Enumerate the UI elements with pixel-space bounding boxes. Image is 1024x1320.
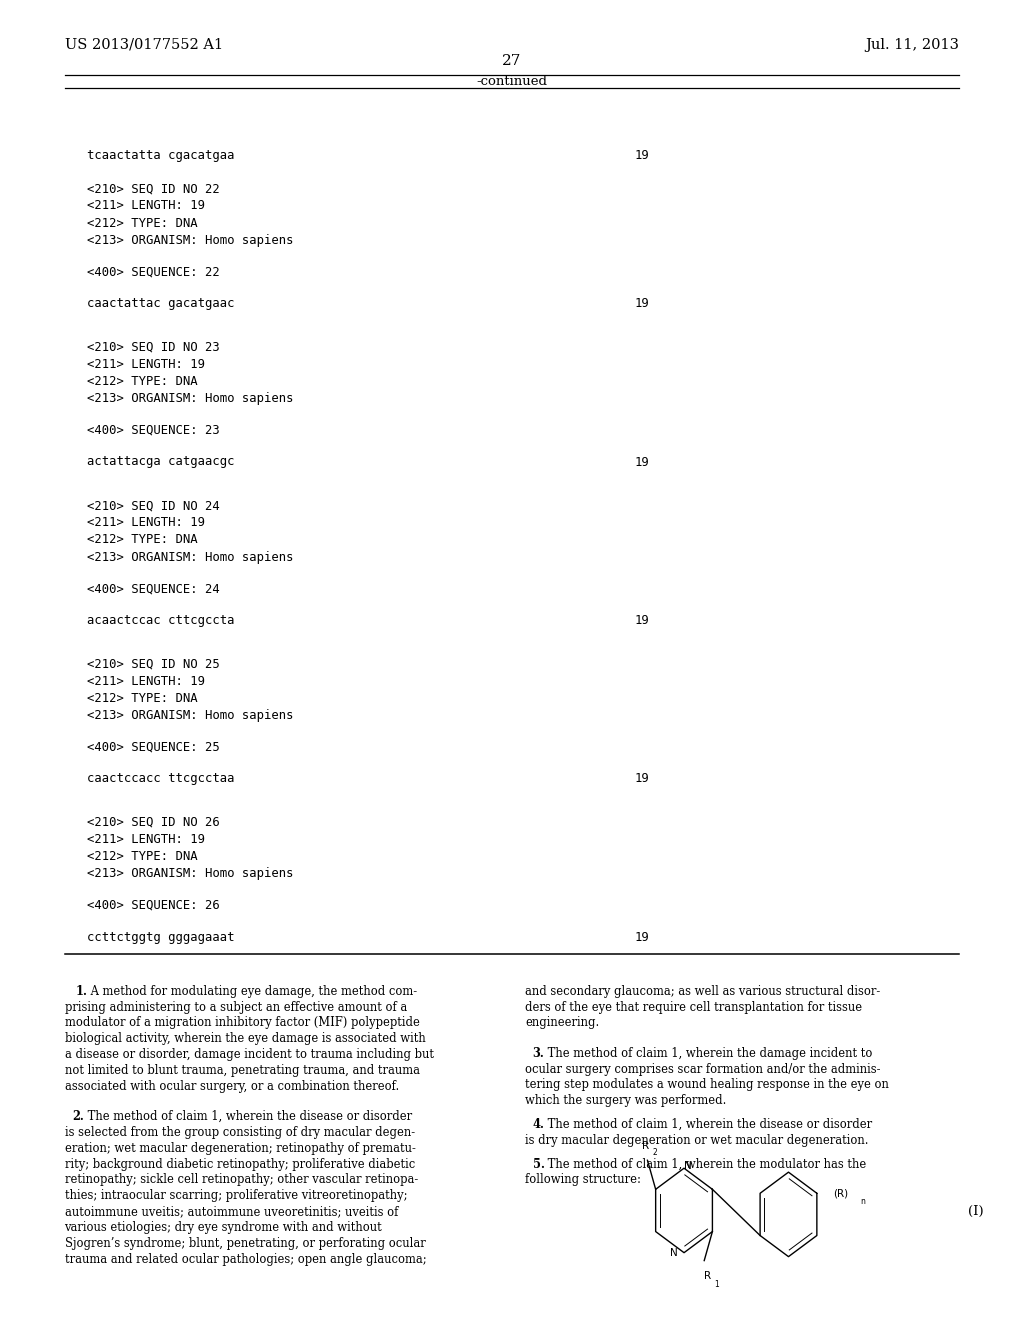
Text: 19: 19 (635, 614, 649, 627)
Text: 19: 19 (635, 455, 649, 469)
Text: caactccacc ttcgcctaa: caactccacc ttcgcctaa (87, 772, 234, 785)
Text: The method of claim 1, wherein the disease or disorder: The method of claim 1, wherein the disea… (545, 1118, 872, 1131)
Text: <400> SEQUENCE: 24: <400> SEQUENCE: 24 (87, 582, 220, 595)
Text: <212> TYPE: DNA: <212> TYPE: DNA (87, 216, 198, 230)
Text: 2.: 2. (72, 1110, 84, 1123)
Text: is dry macular degeneration or wet macular degeneration.: is dry macular degeneration or wet macul… (525, 1134, 868, 1147)
Text: <213> ORGANISM: Homo sapiens: <213> ORGANISM: Homo sapiens (87, 867, 294, 880)
Text: tering step modulates a wound healing response in the eye on: tering step modulates a wound healing re… (525, 1078, 889, 1092)
Text: engineering.: engineering. (525, 1016, 600, 1030)
Text: Jul. 11, 2013: Jul. 11, 2013 (865, 38, 959, 51)
Text: Sjogren’s syndrome; blunt, penetrating, or perforating ocular: Sjogren’s syndrome; blunt, penetrating, … (65, 1237, 425, 1250)
Text: prising administering to a subject an effective amount of a: prising administering to a subject an ef… (65, 1001, 407, 1014)
Text: autoimmune uveitis; autoimmune uveoretinitis; uveitis of: autoimmune uveitis; autoimmune uveoretin… (65, 1205, 398, 1218)
Text: modulator of a migration inhibitory factor (MIF) polypeptide: modulator of a migration inhibitory fact… (65, 1016, 420, 1030)
Text: 3.: 3. (532, 1047, 545, 1060)
Text: acaactccac cttcgccta: acaactccac cttcgccta (87, 614, 234, 627)
Text: <400> SEQUENCE: 25: <400> SEQUENCE: 25 (87, 741, 220, 754)
Text: -continued: -continued (476, 75, 548, 88)
Text: ccttctggtg gggagaaat: ccttctggtg gggagaaat (87, 931, 234, 944)
Text: (R): (R) (834, 1188, 848, 1199)
Text: <210> SEQ ID NO 23: <210> SEQ ID NO 23 (87, 341, 220, 354)
Text: caactattac gacatgaac: caactattac gacatgaac (87, 297, 234, 310)
Text: N: N (670, 1247, 678, 1258)
Text: A method for modulating eye damage, the method com-: A method for modulating eye damage, the … (87, 985, 418, 998)
Text: <210> SEQ ID NO 25: <210> SEQ ID NO 25 (87, 657, 220, 671)
Text: 2: 2 (652, 1148, 657, 1156)
Text: R: R (642, 1140, 649, 1151)
Text: actattacga catgaacgc: actattacga catgaacgc (87, 455, 234, 469)
Text: trauma and related ocular pathologies; open angle glaucoma;: trauma and related ocular pathologies; o… (65, 1253, 426, 1266)
Text: eration; wet macular degeneration; retinopathy of prematu-: eration; wet macular degeneration; retin… (65, 1142, 416, 1155)
Text: a disease or disorder, damage incident to trauma including but: a disease or disorder, damage incident t… (65, 1048, 433, 1061)
Text: <212> TYPE: DNA: <212> TYPE: DNA (87, 850, 198, 863)
Text: <400> SEQUENCE: 22: <400> SEQUENCE: 22 (87, 265, 220, 279)
Text: <213> ORGANISM: Homo sapiens: <213> ORGANISM: Homo sapiens (87, 709, 294, 722)
Text: 19: 19 (635, 931, 649, 944)
Text: <211> LENGTH: 19: <211> LENGTH: 19 (87, 199, 205, 213)
Text: US 2013/0177552 A1: US 2013/0177552 A1 (65, 38, 222, 51)
Text: <211> LENGTH: 19: <211> LENGTH: 19 (87, 516, 205, 529)
Text: retinopathy; sickle cell retinopathy; other vascular retinopa-: retinopathy; sickle cell retinopathy; ot… (65, 1173, 418, 1187)
Text: <212> TYPE: DNA: <212> TYPE: DNA (87, 692, 198, 705)
Text: associated with ocular surgery, or a combination thereof.: associated with ocular surgery, or a com… (65, 1080, 398, 1093)
Text: ders of the eye that require cell transplantation for tissue: ders of the eye that require cell transp… (525, 1001, 862, 1014)
Text: 5.: 5. (532, 1158, 545, 1171)
Text: and secondary glaucoma; as well as various structural disor-: and secondary glaucoma; as well as vario… (525, 985, 881, 998)
Text: R: R (703, 1271, 711, 1282)
Text: <210> SEQ ID NO 22: <210> SEQ ID NO 22 (87, 182, 220, 195)
Text: The method of claim 1, wherein the modulator has the: The method of claim 1, wherein the modul… (545, 1158, 866, 1171)
Text: <400> SEQUENCE: 23: <400> SEQUENCE: 23 (87, 424, 220, 437)
Text: The method of claim 1, wherein the damage incident to: The method of claim 1, wherein the damag… (545, 1047, 872, 1060)
Text: <211> LENGTH: 19: <211> LENGTH: 19 (87, 833, 205, 846)
Text: 1.: 1. (76, 985, 87, 998)
Text: thies; intraocular scarring; proliferative vitreoretinopathy;: thies; intraocular scarring; proliferati… (65, 1189, 407, 1203)
Text: N: N (684, 1160, 692, 1171)
Text: <210> SEQ ID NO 26: <210> SEQ ID NO 26 (87, 816, 220, 829)
Text: which the surgery was performed.: which the surgery was performed. (525, 1094, 727, 1107)
Text: <211> LENGTH: 19: <211> LENGTH: 19 (87, 358, 205, 371)
Text: 19: 19 (635, 772, 649, 785)
Text: 4.: 4. (532, 1118, 545, 1131)
Text: 19: 19 (635, 297, 649, 310)
Text: <213> ORGANISM: Homo sapiens: <213> ORGANISM: Homo sapiens (87, 392, 294, 405)
Text: <211> LENGTH: 19: <211> LENGTH: 19 (87, 675, 205, 688)
Text: <400> SEQUENCE: 26: <400> SEQUENCE: 26 (87, 899, 220, 912)
Text: not limited to blunt trauma, penetrating trauma, and trauma: not limited to blunt trauma, penetrating… (65, 1064, 420, 1077)
Text: ocular surgery comprises scar formation and/or the adminis-: ocular surgery comprises scar formation … (525, 1063, 881, 1076)
Text: 1: 1 (714, 1280, 719, 1288)
Text: various etiologies; dry eye syndrome with and without: various etiologies; dry eye syndrome wit… (65, 1221, 382, 1234)
Text: rity; background diabetic retinopathy; proliferative diabetic: rity; background diabetic retinopathy; p… (65, 1158, 415, 1171)
Text: <213> ORGANISM: Homo sapiens: <213> ORGANISM: Homo sapiens (87, 234, 294, 247)
Text: tcaactatta cgacatgaa: tcaactatta cgacatgaa (87, 149, 234, 161)
Text: biological activity, wherein the eye damage is associated with: biological activity, wherein the eye dam… (65, 1032, 425, 1045)
Text: 19: 19 (635, 149, 649, 161)
Text: The method of claim 1, wherein the disease or disorder: The method of claim 1, wherein the disea… (84, 1110, 412, 1123)
Text: following structure:: following structure: (525, 1173, 641, 1187)
Text: <212> TYPE: DNA: <212> TYPE: DNA (87, 533, 198, 546)
Text: 27: 27 (503, 54, 521, 67)
Text: <212> TYPE: DNA: <212> TYPE: DNA (87, 375, 198, 388)
Text: <213> ORGANISM: Homo sapiens: <213> ORGANISM: Homo sapiens (87, 550, 294, 564)
Text: is selected from the group consisting of dry macular degen-: is selected from the group consisting of… (65, 1126, 415, 1139)
Text: <210> SEQ ID NO 24: <210> SEQ ID NO 24 (87, 499, 220, 512)
Text: (I): (I) (968, 1205, 984, 1218)
Text: n: n (860, 1197, 864, 1205)
